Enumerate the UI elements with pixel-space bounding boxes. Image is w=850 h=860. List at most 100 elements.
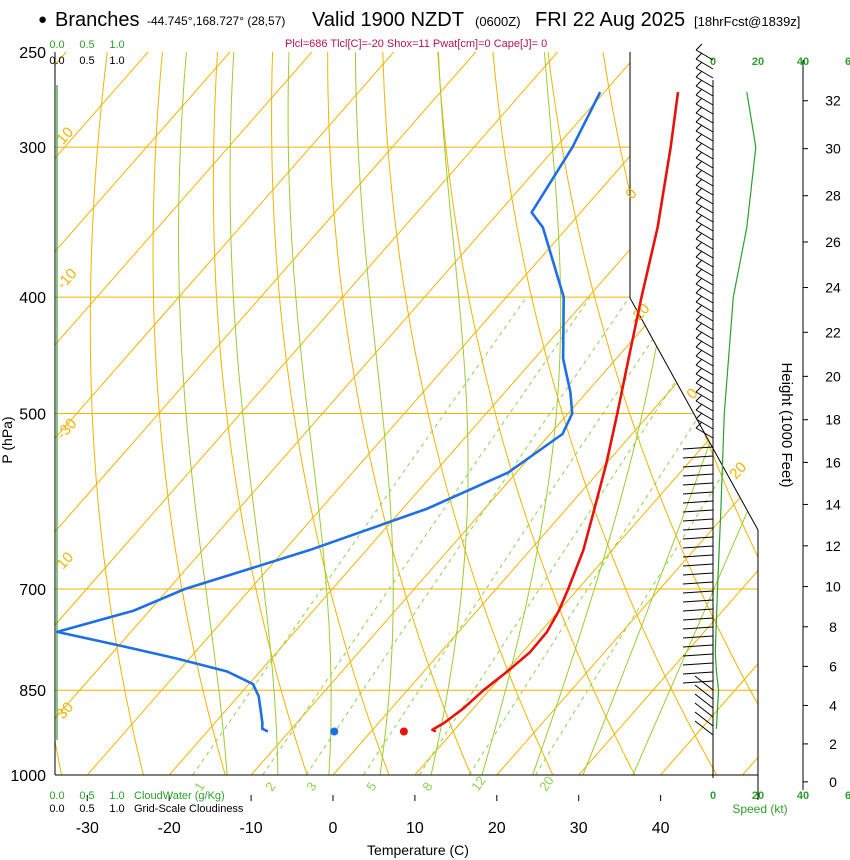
cloudiness-top-tick: 1.0: [109, 55, 124, 67]
mixing-ratio-label: 2: [262, 779, 278, 794]
wind-barbs: [682, 43, 714, 736]
height-tick-label: 28: [825, 188, 841, 204]
wind-barb: [695, 229, 714, 241]
header: ● Branches -44.745°,168.727° (28,57) Val…: [0, 0, 850, 52]
isotherm-line: [55, 52, 477, 775]
mixing-ratio-line: [363, 296, 682, 775]
speed-top-tick: 20: [752, 56, 764, 68]
wind-barb: [695, 85, 714, 97]
wind-barb: [695, 193, 714, 205]
wind-barb: [694, 711, 714, 727]
mixing-ratio-label: 5: [363, 779, 379, 794]
wind-barb: [682, 599, 714, 603]
wind-barb: [695, 238, 714, 250]
height-tick-label: 32: [825, 93, 841, 109]
wind-barb-flag: [695, 403, 703, 411]
speed-top-tick: 0: [710, 56, 716, 68]
height-tick-label: 30: [825, 141, 841, 157]
cloud-water-top-tick: 1.0: [109, 39, 124, 51]
wind-barb: [695, 409, 714, 421]
wind-barb: [695, 301, 714, 313]
forecast-info: [18hrFcst@1839z]: [694, 14, 801, 29]
wind-barb: [695, 157, 714, 169]
wind-barb-flag: [695, 61, 703, 69]
pressure-tick-label: 1000: [10, 768, 46, 785]
wind-barb-flag: [695, 106, 703, 114]
wind-barb-flag: [695, 79, 703, 87]
dry-adiabat: [599, 52, 758, 775]
wind-barb-flag: [695, 286, 703, 294]
wind-barb-flag: [695, 295, 703, 303]
height-tick-label: 24: [825, 280, 841, 296]
mixing-ratio-line: [192, 296, 527, 775]
surface-marker: [399, 727, 408, 736]
wind-barb: [695, 346, 714, 358]
pressure-tick-label: 250: [19, 45, 46, 62]
wind-barb: [694, 675, 714, 691]
height-tick-label: 16: [825, 454, 841, 470]
wind-barb: [695, 337, 714, 349]
cloud-water-bottom-tick: 1.0: [109, 790, 124, 802]
wind-barb-flag: [695, 88, 703, 96]
wind-barb: [694, 702, 714, 718]
isotherm-line: [86, 52, 722, 775]
wind-barb: [682, 536, 714, 540]
cloud-water-top-tick: 0.5: [79, 39, 94, 51]
height-tick-label: 10: [825, 579, 841, 595]
mixing-ratio-label: 8: [419, 779, 435, 794]
temp-tick-label: 10: [406, 820, 424, 837]
height-tick-label: 14: [825, 496, 841, 512]
wind-barb-flag: [695, 187, 703, 195]
wind-barb-flag: [695, 169, 703, 177]
wind-barb: [695, 274, 714, 286]
wind-barb: [695, 211, 714, 223]
valid-time: Valid 1900 NZDT: [312, 9, 464, 31]
temp-tick-label: -10: [240, 820, 263, 837]
wind-barb-flag: [695, 412, 703, 420]
wind-barb: [695, 112, 714, 124]
wind-barb-flag: [695, 277, 703, 285]
wind-barb: [695, 148, 714, 160]
wind-barb: [695, 373, 714, 385]
wind-barb: [682, 635, 714, 639]
grid-layer: [55, 52, 758, 775]
dry-adiabat: [89, 52, 151, 775]
mixing-ratio-line: [535, 296, 758, 775]
wind-barb: [682, 671, 714, 675]
wind-barb: [694, 693, 714, 709]
wind-barb-flag: [695, 394, 703, 402]
wind-barb-flag: [695, 367, 703, 375]
wind-barb-flag: [695, 178, 703, 186]
dry-adiabat: [490, 52, 732, 775]
wind-barb: [682, 482, 714, 486]
temp-tick-label: 0: [329, 820, 338, 837]
wind-barb-flag: [695, 223, 703, 231]
wind-barb: [695, 364, 714, 376]
wind-barb-flag: [695, 313, 703, 321]
isotherm-line: [55, 52, 395, 775]
temp-tick-label: -20: [158, 820, 181, 837]
isotherm-line: [496, 52, 758, 775]
right-frame-diagonal: [629, 297, 759, 531]
wind-barb: [682, 563, 714, 567]
wind-barb: [694, 720, 714, 736]
height-axis-label: Height (1000 Feet): [778, 362, 795, 487]
isotherm-line: [332, 52, 758, 775]
cloud-water-top-tick: 0.0: [49, 39, 64, 51]
wind-barb: [682, 617, 714, 621]
speed-bottom-tick: 40: [797, 790, 809, 802]
utc-time: (0600Z): [475, 14, 521, 29]
isotherm-label: 0: [622, 185, 640, 203]
isotherm-line: [55, 52, 558, 775]
wind-barb: [695, 121, 714, 133]
wind-barb: [695, 58, 714, 70]
wind-barb-flag: [695, 250, 703, 258]
wind-barb: [695, 139, 714, 151]
wind-barb-flag: [695, 70, 703, 78]
wind-barb: [695, 382, 714, 394]
wind-barb: [682, 446, 714, 450]
speed-bottom-tick: 0: [710, 790, 716, 802]
mixing-ratio-line: [418, 296, 732, 775]
wind-barb-flag: [695, 259, 703, 267]
